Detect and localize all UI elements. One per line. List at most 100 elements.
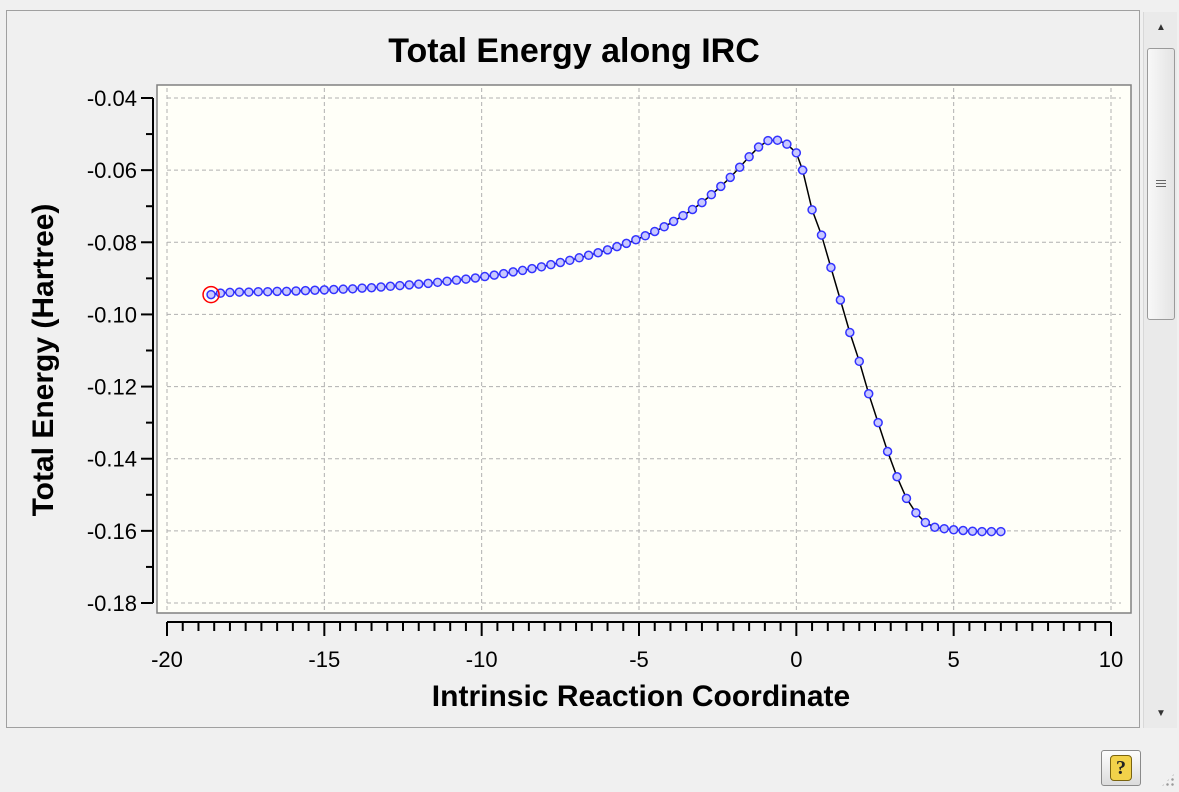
data-point <box>498 268 509 279</box>
data-point <box>753 142 764 152</box>
data-point <box>376 282 386 292</box>
data-point <box>996 526 1006 537</box>
data-point <box>347 284 358 294</box>
grid-lines <box>166 88 1121 611</box>
data-point <box>716 181 726 192</box>
data-point <box>697 197 707 208</box>
data-point <box>489 270 500 280</box>
data-point <box>791 148 802 158</box>
data-point <box>892 472 902 482</box>
y-tick-label: -0.14 <box>87 447 137 472</box>
data-point <box>555 257 566 268</box>
y-tick-label: -0.16 <box>87 519 137 544</box>
data-point <box>470 273 481 283</box>
data-point <box>602 245 613 255</box>
help-button[interactable]: ? <box>1101 750 1141 786</box>
data-point <box>725 172 736 183</box>
data-point <box>668 216 679 227</box>
x-tick-label: 10 <box>1099 647 1123 672</box>
data-point <box>300 285 311 296</box>
data-point <box>395 280 405 291</box>
data-point <box>517 265 528 276</box>
data-point <box>816 230 827 240</box>
data-point <box>357 283 367 293</box>
y-axis: -0.04 -0.06 -0.08 -0.10 -0.12 -0.14 -0.16 -0.18 <box>87 86 154 616</box>
data-point <box>225 287 235 298</box>
data-point <box>423 278 433 289</box>
data-point <box>338 284 348 294</box>
scrollbar-thumb[interactable] <box>1147 48 1175 320</box>
data-point <box>404 280 415 290</box>
data-point <box>262 286 273 297</box>
data-point <box>432 277 443 288</box>
data-point <box>782 139 792 149</box>
x-tick-label: 0 <box>790 647 802 672</box>
y-tick-label: -0.04 <box>87 86 137 111</box>
data-point <box>958 525 968 536</box>
data-point <box>244 287 254 297</box>
x-axis: -20 -15 -10 -5 0 5 10 <box>151 621 1123 672</box>
y-axis-label: Total Energy (Hartree) <box>27 204 60 517</box>
data-point <box>206 289 216 300</box>
data-point <box>366 282 377 293</box>
data-point <box>854 356 865 367</box>
data-point <box>574 253 584 263</box>
data-point <box>882 446 893 457</box>
scroll-up-arrow-icon[interactable]: ▲ <box>1156 21 1166 33</box>
data-point <box>385 281 396 292</box>
x-tick-label: 5 <box>948 647 960 672</box>
data-point <box>234 287 245 297</box>
y-tick-label: -0.06 <box>87 158 137 183</box>
data-point <box>442 276 452 286</box>
data-point <box>901 493 912 504</box>
data-point <box>461 274 471 284</box>
highlighted-point[interactable] <box>202 285 220 304</box>
data-point <box>807 205 817 215</box>
data-point <box>911 508 921 518</box>
data-point <box>659 222 669 232</box>
data-point <box>310 285 320 296</box>
data-point <box>329 284 339 295</box>
chart-panel: Total Energy along IRC -0.04 -0.06 -0.08 -0… <box>6 10 1140 728</box>
data-point <box>612 241 622 252</box>
y-tick-label: -0.18 <box>87 591 137 616</box>
help-icon: ? <box>1110 755 1132 781</box>
data-point <box>413 279 424 289</box>
data-point <box>826 262 836 273</box>
data-point <box>967 526 978 536</box>
data-point <box>706 189 717 200</box>
chart: Total Energy along IRC -0.04-0.06-0.08-0… <box>27 32 1132 713</box>
data-point <box>640 231 651 241</box>
data-point <box>939 523 949 534</box>
data-point <box>763 135 773 146</box>
scroll-down-arrow-icon[interactable]: ▼ <box>1156 707 1166 719</box>
data-point <box>527 263 537 274</box>
data-point <box>281 286 292 297</box>
data-point <box>797 165 808 175</box>
x-tick-label: -10 <box>466 647 498 672</box>
data-point <box>565 255 575 266</box>
data-point <box>319 285 330 295</box>
vertical-scrollbar[interactable]: ▲ ▼ <box>1143 12 1177 728</box>
y-tick-label: -0.12 <box>87 375 137 400</box>
data-point <box>583 250 594 261</box>
data-point <box>948 525 959 535</box>
data-point <box>734 162 745 173</box>
data-point <box>451 275 462 285</box>
data-point <box>253 286 264 297</box>
data-point <box>920 517 931 528</box>
data-point <box>546 259 556 270</box>
data-point <box>536 262 547 272</box>
data-point <box>291 286 301 296</box>
x-axis-label: Intrinsic Reaction Coordinate <box>432 680 850 713</box>
data-point <box>744 152 754 162</box>
x-tick-label: -20 <box>151 647 183 672</box>
data-point <box>930 522 940 532</box>
bottom-bar <box>0 730 1179 792</box>
data-point <box>621 238 632 249</box>
data-point <box>835 295 846 305</box>
grip-icon <box>1156 180 1166 188</box>
plot-area <box>156 84 1132 614</box>
data-point <box>272 286 282 297</box>
data-point <box>678 210 688 221</box>
